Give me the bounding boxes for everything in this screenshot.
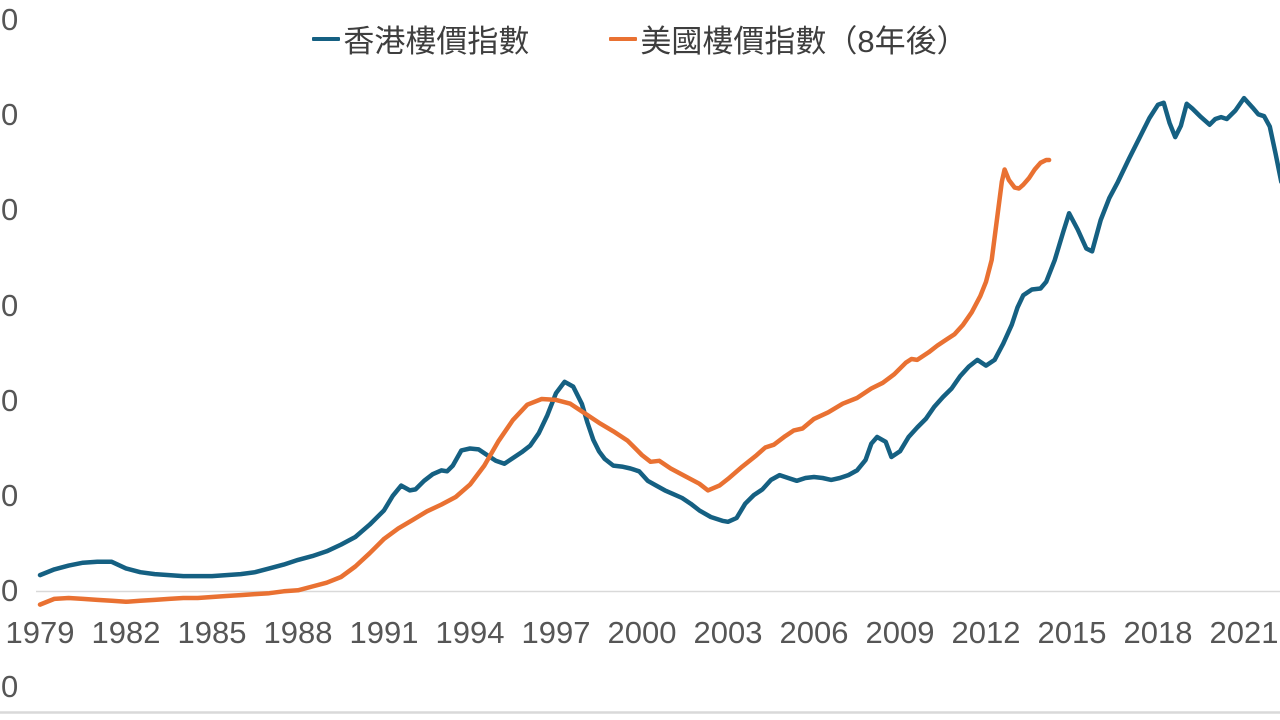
legend-item-hk: 香港樓價指數 (312, 16, 529, 61)
x-tick-label: 1988 (263, 615, 333, 650)
line-series-group (37, 95, 1280, 607)
hk-line-dash-icon (312, 36, 341, 41)
legend-item-us: 美國樓價指數（8年後） (609, 16, 968, 61)
x-tick-label: 2000 (607, 615, 677, 650)
y-tick-label: 0 (1, 192, 19, 228)
x-tick-label: 2015 (1037, 615, 1107, 650)
y-tick-label: 0 (1, 382, 19, 418)
series-line-hk (37, 95, 1280, 579)
x-tick-label: 2021 (1209, 615, 1279, 650)
us-line-dash-icon (609, 36, 638, 41)
x-tick-label: 2012 (951, 615, 1021, 650)
y-tick-label: 0 (1, 573, 19, 609)
x-tick-label: 1991 (349, 615, 419, 650)
legend-label-us: 美國樓價指數（8年後） (640, 24, 968, 59)
y-tick-label: 0 (1, 97, 19, 133)
y-tick-label: 0 (1, 287, 19, 323)
x-tick-label: 1997 (521, 615, 591, 650)
x-tick-label: 1985 (177, 615, 247, 650)
x-tick-label: 2003 (693, 615, 763, 650)
x-tick-label: 1994 (435, 615, 505, 650)
x-tick-label: 2009 (865, 615, 935, 650)
series-line-us (37, 157, 1052, 607)
y-tick-label: 0 (1, 2, 19, 37)
legend: 香港樓價指數 美國樓價指數（8年後） (0, 16, 1280, 61)
x-tick-label: 2006 (779, 615, 849, 650)
x-tick-label: 1982 (91, 615, 161, 650)
x-tick-label: 2018 (1123, 615, 1193, 650)
legend-label-hk: 香港樓價指數 (343, 24, 530, 59)
x-tick-label: 1979 (5, 615, 75, 650)
y-tick-label: 0 (1, 478, 19, 514)
y-tick-label: 0 (1, 668, 19, 704)
